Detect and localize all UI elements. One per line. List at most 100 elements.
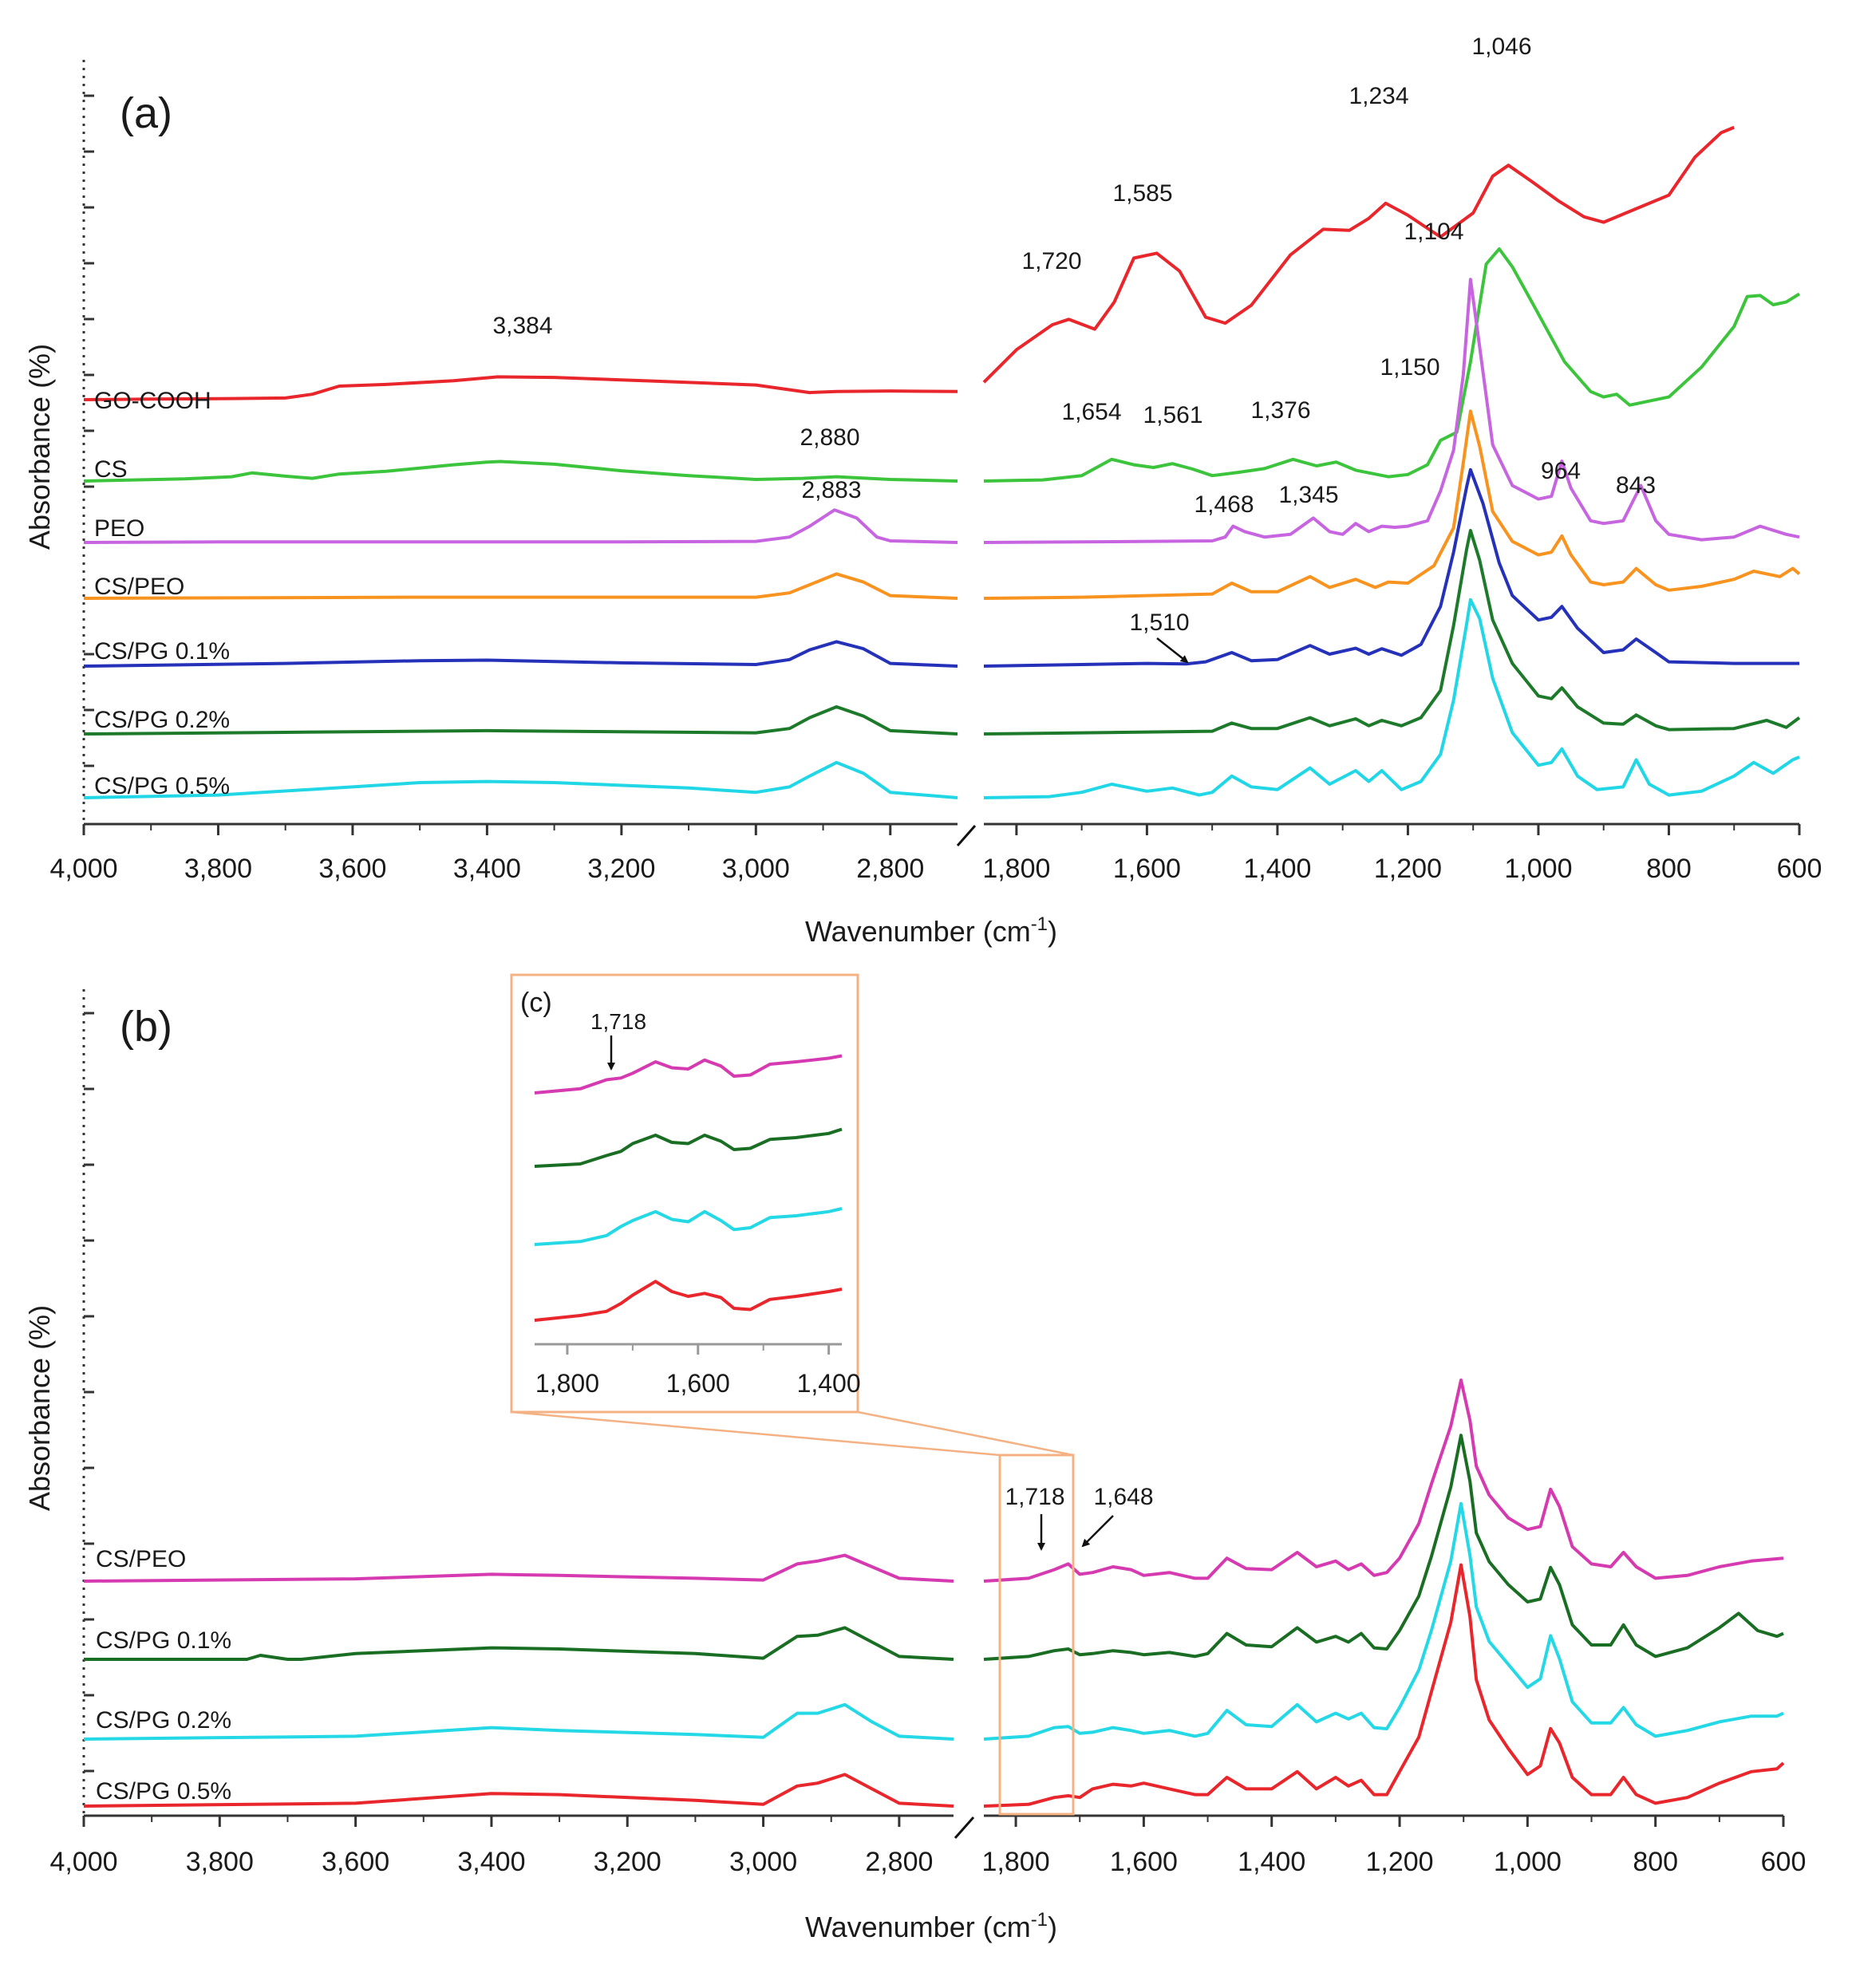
peak-label: 1,510	[1129, 609, 1189, 636]
series-label: CS/PG 0.2%	[96, 1707, 231, 1734]
series-line-cs-pg-0-1-right	[983, 1434, 1784, 1661]
x-tick-label: 800	[1633, 1847, 1678, 1877]
x-tick-label: 1,800	[982, 854, 1050, 884]
peak-label: 1,585	[1112, 180, 1172, 207]
inset-x-tick-label: 1,800	[535, 1369, 599, 1398]
x-tick-label: 3,400	[457, 1847, 525, 1877]
series-line-cs-peo-left	[83, 1553, 954, 1583]
x-tick-label: 2,800	[865, 1847, 933, 1877]
series-line-cs-left	[83, 460, 958, 483]
peak-label: 1,720	[1021, 248, 1081, 274]
series-line-cs-peo-right	[983, 409, 1801, 600]
series-line-cs-pg-0-5-left	[83, 760, 958, 799]
inset-series-line-cs-peo	[534, 1054, 843, 1095]
peak-label: 1,150	[1380, 354, 1439, 381]
series-line-cs-pg-0-2-left	[83, 705, 958, 736]
peak-label: 1,376	[1250, 397, 1310, 424]
series-line-cs-pg-0-1-left	[84, 1626, 954, 1661]
peak-label: 1,718	[590, 1009, 646, 1034]
inset-series	[534, 1054, 843, 1322]
series-label: CS/PG 0.1%	[96, 1627, 231, 1654]
x-tick-label: 2,800	[856, 854, 924, 884]
inset-frame	[510, 973, 859, 1414]
series-line-cs-pg-0-2-right	[983, 1501, 1784, 1741]
x-tick-label: 1,400	[1243, 854, 1311, 884]
x-tick-label: 1,800	[982, 1847, 1050, 1877]
inset-panel-c: 1,800 1,600 1,400 (c) 1,718	[510, 973, 861, 1414]
peak-label: 1,104	[1404, 219, 1463, 245]
panel-a-x-ticks: 4,000 3,800 3,600 3,400 3,200 3,000 2,800 1,800…	[49, 824, 1822, 884]
x-tick-label: 4,000	[49, 854, 117, 884]
series-line-go-cooh-left	[83, 375, 958, 401]
panel-b-y-ticks	[84, 1012, 94, 1773]
x-tick-label: 3,200	[587, 854, 655, 884]
inset-series-line-cs-pg-0-5	[534, 1280, 843, 1322]
panel-b-series	[83, 1379, 1785, 1808]
series-line-cs-pg-0-5-right	[983, 598, 1800, 799]
series-label: CS/PEO	[96, 1546, 186, 1572]
panel-label-b: (b)	[120, 1003, 172, 1051]
series-label: CS/PG 0.5%	[94, 773, 230, 799]
panel-b-x-axis-title: Wavenumber (cm-1)	[805, 1909, 1057, 1943]
peak-label: 2,883	[801, 477, 861, 503]
series-label: CS/PEO	[94, 574, 184, 600]
panel-b-y-axis-title: Absorbance (%)	[23, 1305, 56, 1511]
x-tick-label: 3,000	[729, 1847, 797, 1877]
panel-a-series	[83, 125, 1801, 799]
x-tick-label: 1,200	[1374, 854, 1442, 884]
x-tick-label: 3,200	[594, 1847, 661, 1877]
inset-x-tick-label: 1,400	[797, 1369, 861, 1398]
panel-label-c: (c)	[520, 988, 552, 1018]
panel-b-x-ticks: 4,000 3,800 3,600 3,400 3,200 3,000 2,800 1,800…	[49, 1816, 1806, 1877]
annotation-arrow	[1156, 637, 1189, 664]
peak-label: 1,345	[1278, 482, 1338, 508]
axis-break-mark	[954, 1816, 975, 1839]
panel-label-a: (a)	[120, 89, 172, 137]
x-tick-label: 1,200	[1365, 1847, 1433, 1877]
peak-label: 1,561	[1143, 402, 1202, 428]
x-tick-label: 1,400	[1238, 1847, 1305, 1877]
series-line-cs-pg-0-1-left	[83, 640, 958, 668]
series-line-peo-left	[83, 508, 958, 544]
series-line-cs-right	[983, 247, 1801, 483]
series-line-peo-right	[983, 278, 1800, 544]
panel-a: 4,000 3,800 3,600 3,400 3,200 3,000 2,800 1,800…	[23, 34, 1822, 948]
panel-a-y-axis-title: Absorbance (%)	[23, 344, 56, 550]
peak-label: 2,880	[800, 424, 859, 451]
series-line-cs-peo-left	[83, 572, 958, 600]
x-tick-label: 3,800	[186, 1847, 254, 1877]
series-label: GO-COOH	[94, 388, 211, 414]
inset-zoom-region	[998, 1454, 1075, 1816]
peak-label: 1,234	[1349, 83, 1408, 109]
series-line-cs-pg-0-2-right	[983, 529, 1801, 736]
series-line-cs-pg-0-5-left	[83, 1773, 954, 1808]
x-tick-label: 3,400	[453, 854, 521, 884]
peak-label: 1,718	[1005, 1484, 1064, 1510]
series-line-cs-pg-0-1-right	[983, 467, 1799, 668]
x-tick-label: 600	[1777, 854, 1822, 884]
x-tick-label: 3,800	[184, 854, 252, 884]
peak-label: 1,046	[1471, 34, 1531, 60]
x-tick-label: 800	[1646, 854, 1692, 884]
peak-label: 843	[1616, 472, 1656, 499]
inset-series-line-cs-pg-0-1	[534, 1127, 843, 1168]
peak-label: 3,384	[492, 313, 552, 339]
series-label: CS/PG 0.2%	[94, 707, 230, 733]
inset-x-ticks: 1,800 1,600 1,400	[535, 1344, 861, 1398]
peak-label: 964	[1541, 458, 1581, 484]
inset-connector	[857, 1410, 1074, 1457]
x-tick-label: 1,600	[1110, 1847, 1178, 1877]
annotation-arrow	[1081, 1515, 1114, 1548]
x-tick-label: 3,600	[318, 854, 386, 884]
panel-a-x-axis-title: Wavenumber (cm-1)	[805, 913, 1057, 948]
x-tick-label: 1,000	[1494, 1847, 1562, 1877]
series-label: CS	[94, 456, 128, 483]
x-tick-label: 600	[1761, 1847, 1807, 1877]
x-tick-label: 3,000	[722, 854, 790, 884]
peak-label: 1,648	[1093, 1484, 1153, 1510]
series-line-go-cooh-right	[982, 125, 1735, 384]
panel-b: 4,000 3,800 3,600 3,400 3,200 3,000 2,800 1,800…	[23, 989, 1806, 1943]
axis-break-mark	[956, 825, 977, 846]
series-label: CS/PG 0.1%	[94, 638, 230, 665]
